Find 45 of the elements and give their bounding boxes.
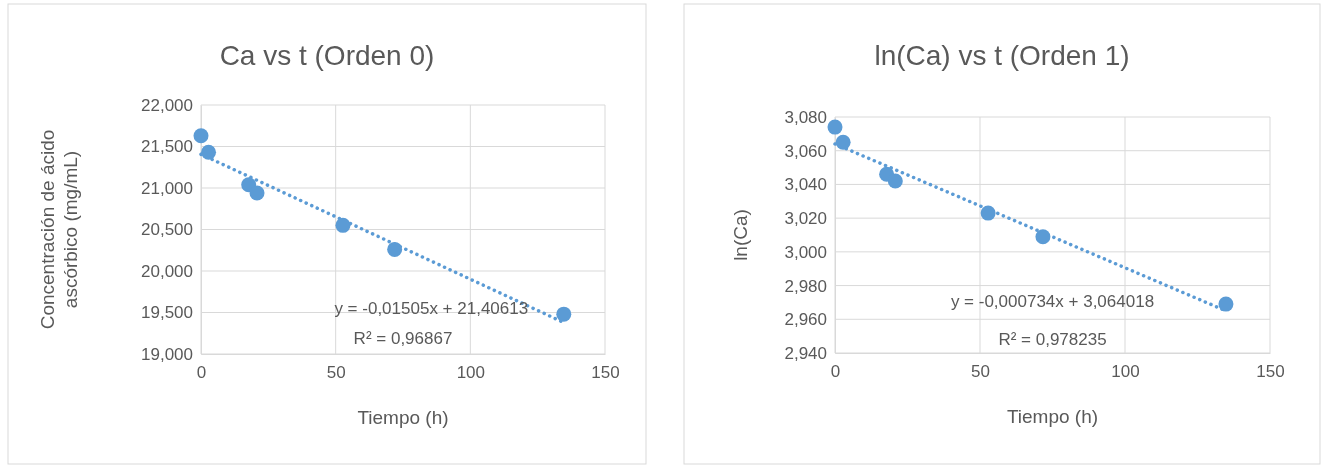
y-tick-label: 2,940 bbox=[784, 343, 827, 363]
point bbox=[827, 119, 843, 135]
point bbox=[387, 241, 403, 257]
annotation: y = -0,000734x + 3,064018 bbox=[950, 292, 1155, 312]
point bbox=[980, 205, 996, 221]
y-tick-label: 21,000 bbox=[141, 178, 193, 198]
y-tick-label: 21,500 bbox=[141, 137, 193, 157]
y-tick-label: 22,000 bbox=[141, 95, 193, 115]
y-tick-label: 2,980 bbox=[784, 276, 827, 296]
point bbox=[556, 306, 572, 322]
annotation: y = -0,01505x + 21,40613 bbox=[334, 298, 529, 318]
y-tick-label: 3,000 bbox=[784, 242, 827, 262]
annotation: R² = 0,96867 bbox=[353, 328, 453, 348]
point bbox=[193, 128, 209, 144]
y-tick-label: 20,500 bbox=[141, 220, 193, 240]
y-tick-label: 3,060 bbox=[784, 141, 827, 161]
y-axis-title: ln(Ca) bbox=[729, 209, 751, 261]
y-tick-label: 3,080 bbox=[784, 107, 827, 127]
point bbox=[335, 217, 351, 233]
point bbox=[835, 134, 851, 150]
y-tick-label: 19,000 bbox=[141, 344, 193, 364]
y-axis-title: Concentración de ácido ascórbico (mg/mL) bbox=[37, 129, 81, 330]
x-tick-label: 100 bbox=[456, 363, 486, 383]
point bbox=[887, 173, 903, 189]
x-tick-label: 50 bbox=[326, 363, 346, 383]
chart-title: ln(Ca) vs t (Orden 1) bbox=[874, 40, 1130, 71]
x-axis-title: Tiempo (h) bbox=[357, 407, 449, 428]
x-tick-label: 150 bbox=[591, 363, 620, 383]
y-tick-label: 20,000 bbox=[141, 261, 193, 281]
x-tick-label: 0 bbox=[196, 363, 207, 383]
chart-title: Ca vs t (Orden 0) bbox=[219, 40, 435, 71]
point bbox=[201, 144, 217, 160]
y-tick-label: 3,040 bbox=[784, 175, 827, 195]
x-tick-label: 100 bbox=[1111, 362, 1140, 382]
y-tick-label: 19,500 bbox=[141, 303, 193, 323]
x-tick-label: 0 bbox=[830, 362, 841, 382]
y-tick-label: 2,960 bbox=[784, 310, 827, 330]
point bbox=[249, 185, 265, 201]
annotation: R² = 0,978235 bbox=[998, 329, 1107, 349]
x-axis-title: Tiempo (h) bbox=[1006, 406, 1099, 427]
point bbox=[1218, 296, 1234, 312]
point bbox=[1035, 229, 1051, 245]
y-tick-label: 3,020 bbox=[784, 209, 827, 229]
x-tick-label: 50 bbox=[971, 362, 990, 382]
x-tick-label: 150 bbox=[1256, 362, 1285, 382]
